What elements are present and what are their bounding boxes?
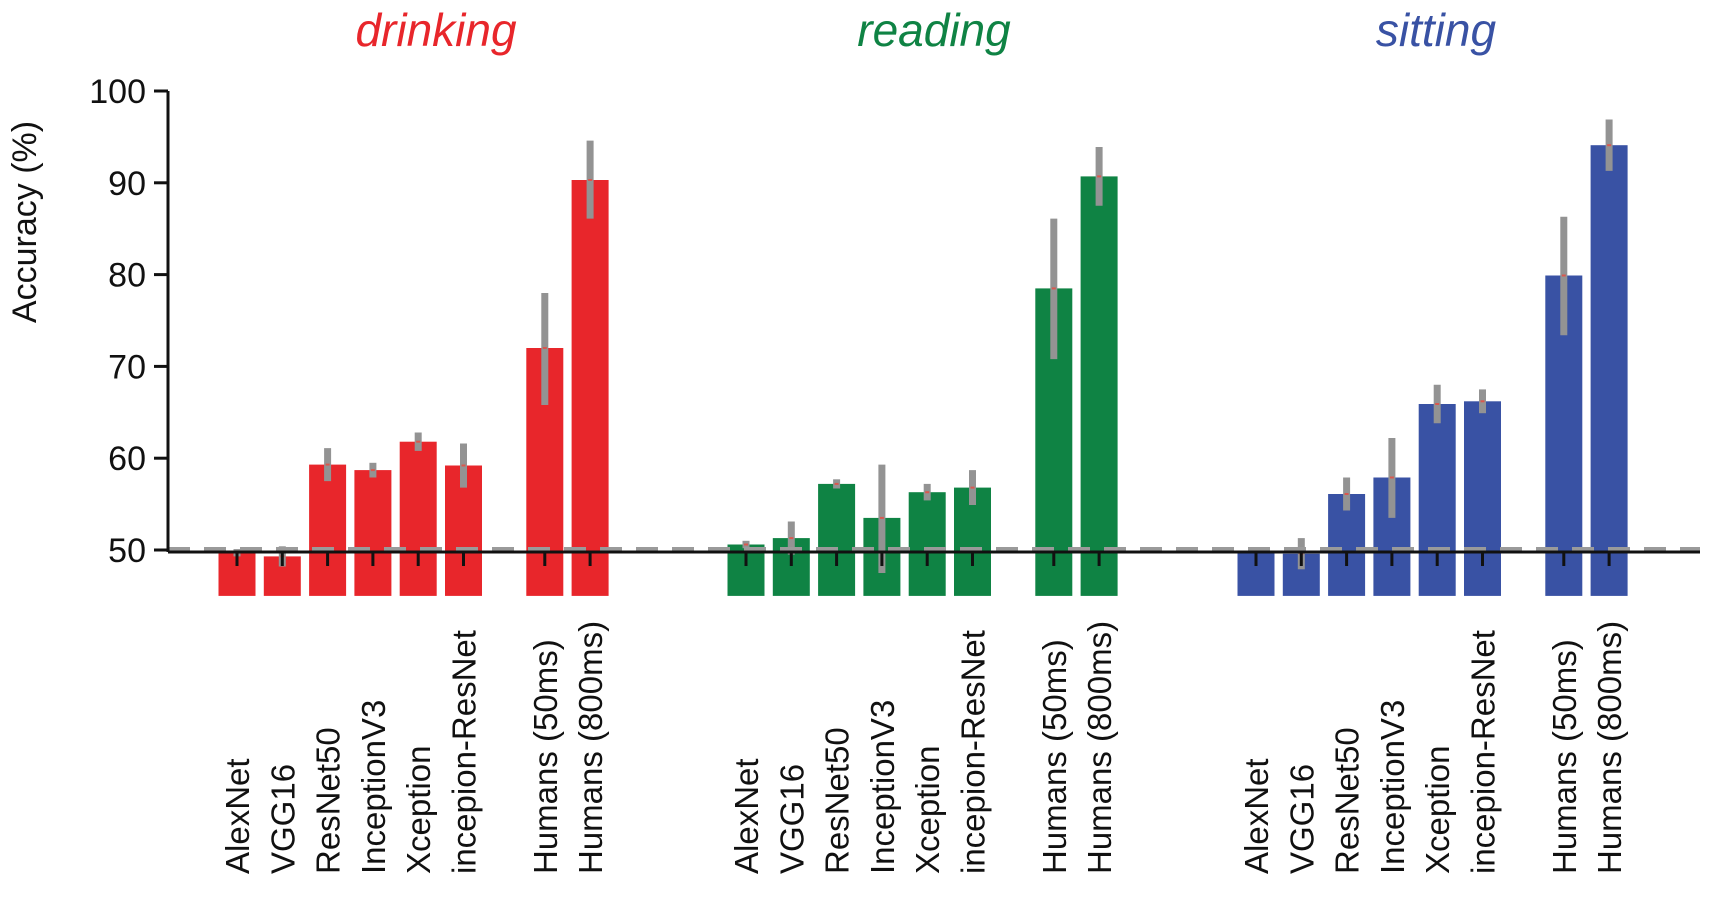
bar-sitting-6	[1464, 401, 1501, 596]
bar-drinking-4	[354, 470, 392, 596]
category-label-drinking-7: Humans (50ms)	[527, 639, 564, 874]
bar-sitting-3	[1328, 494, 1366, 596]
group-title-reading: reading	[857, 4, 1011, 56]
category-label-drinking-3: ResNet50	[310, 727, 347, 874]
group-title-sitting: sitting	[1376, 4, 1497, 56]
y-tick-label-90: 90	[108, 165, 146, 203]
y-tick-label-50: 50	[108, 532, 146, 570]
group-title-drinking: drinking	[355, 4, 517, 56]
category-label-drinking-5: Xception	[400, 746, 437, 874]
category-label-drinking-8: Humans (800ms)	[572, 621, 609, 874]
bars-layer	[218, 119, 1628, 596]
category-label-reading-4: InceptionV3	[864, 700, 901, 874]
bar-sitting-5	[1418, 404, 1456, 596]
category-label-sitting-7: Humans (50ms)	[1546, 639, 1583, 874]
category-label-reading-1: AlexNet	[728, 758, 765, 874]
bar-reading-3	[818, 483, 856, 596]
bar-reading-5	[908, 492, 946, 596]
category-label-drinking-2: VGG16	[264, 764, 301, 874]
category-label-drinking-6: incepion-ResNet	[446, 630, 483, 874]
y-axis-title: Accuracy (%)	[6, 121, 44, 323]
bar-drinking-5	[399, 441, 437, 596]
group-titles-layer: drinking reading sitting	[355, 4, 1496, 56]
bar-drinking-3	[309, 464, 347, 596]
category-label-sitting-8: Humans (800ms)	[1591, 621, 1628, 874]
category-label-reading-2: VGG16	[773, 764, 810, 874]
category-label-drinking-1: AlexNet	[219, 758, 256, 874]
bar-reading-6	[954, 487, 991, 596]
category-label-reading-7: Humans (50ms)	[1036, 639, 1073, 874]
bar-sitting-8	[1590, 145, 1628, 596]
category-label-drinking-4: InceptionV3	[355, 700, 392, 874]
y-tick-label-60: 60	[108, 440, 146, 478]
y-tick-label-80: 80	[108, 257, 146, 295]
category-label-sitting-4: InceptionV3	[1374, 700, 1411, 874]
category-label-reading-3: ResNet50	[819, 727, 856, 874]
bar-reading-8	[1080, 176, 1118, 596]
category-label-reading-8: Humans (800ms)	[1081, 621, 1118, 874]
category-label-reading-5: Xception	[909, 746, 946, 874]
y-axis-title-group: Accuracy (%)	[6, 121, 44, 323]
category-label-sitting-3: ResNet50	[1329, 727, 1366, 874]
bar-drinking-8	[571, 180, 609, 596]
category-label-reading-6: incepion-ResNet	[955, 630, 992, 874]
category-label-sitting-5: Xception	[1419, 746, 1456, 874]
y-tick-label-70: 70	[108, 348, 146, 386]
category-label-sitting-6: incepion-ResNet	[1465, 630, 1502, 874]
y-tick-label-100: 100	[89, 73, 146, 111]
category-label-sitting-1: AlexNet	[1238, 758, 1275, 874]
category-labels-layer: AlexNet VGG16 ResNet50 InceptionV3 Xception i…	[219, 621, 1628, 874]
axes-layer	[166, 91, 1700, 566]
y-ticks-layer: 50 60 70 80 90 100	[89, 73, 168, 570]
category-label-sitting-2: VGG16	[1283, 764, 1320, 874]
